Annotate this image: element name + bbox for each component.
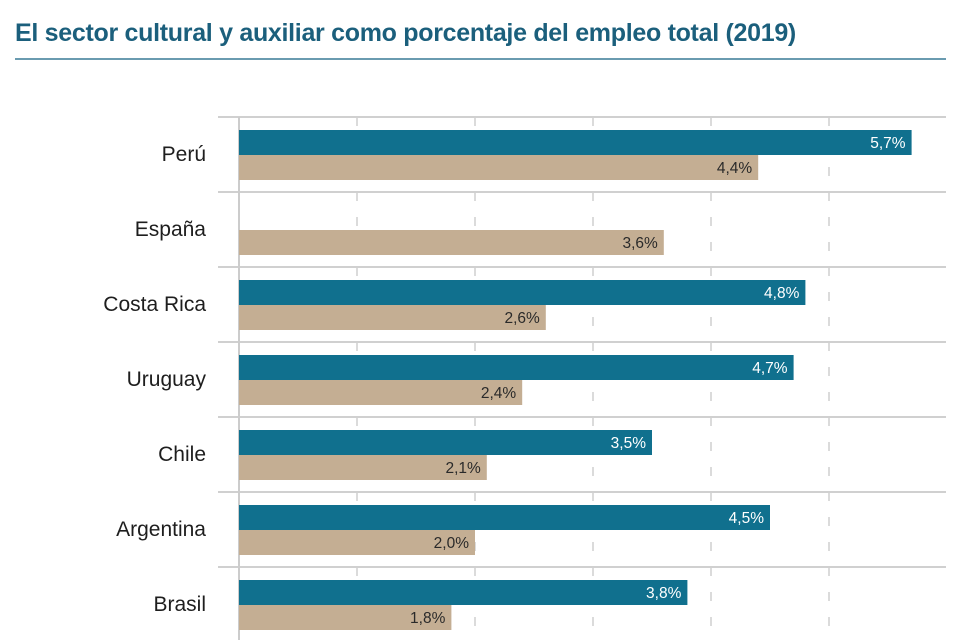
bar-series1 — [239, 430, 652, 455]
data-label: 3,6% — [622, 235, 658, 252]
data-label: 3,8% — [646, 585, 682, 602]
bar-series2 — [239, 155, 759, 180]
bar-series2 — [239, 230, 664, 255]
data-label: 4,8% — [764, 285, 800, 302]
category-label: Argentina — [116, 518, 206, 541]
data-label: 2,0% — [434, 535, 470, 552]
labels-layer: Perú 5,7% 4,4% España 3,6% Costa Rica 4,8% 2,6%… — [103, 135, 906, 627]
category-label: España — [135, 218, 207, 241]
data-label: 2,6% — [504, 310, 540, 327]
category-label: Chile — [158, 443, 206, 466]
bar-series2 — [239, 305, 546, 330]
data-label: 4,7% — [752, 360, 788, 377]
bar-series2 — [239, 605, 452, 630]
category-label: Costa Rica — [103, 293, 206, 316]
category-label: Perú — [162, 143, 206, 166]
data-label: 3,5% — [611, 435, 647, 452]
bar-series1 — [239, 580, 688, 605]
data-label: 2,4% — [481, 385, 517, 402]
bar-series2 — [239, 380, 523, 405]
bar-series2 — [239, 530, 475, 555]
title-underline — [15, 58, 946, 60]
data-label: 4,5% — [729, 510, 765, 527]
bar-series2 — [239, 455, 487, 480]
data-label: 5,7% — [870, 135, 906, 152]
data-label: 2,1% — [445, 460, 481, 477]
category-label: Brasil — [153, 593, 206, 616]
data-label: 4,4% — [717, 160, 753, 177]
bar-series1 — [239, 130, 912, 155]
data-label: 1,8% — [410, 610, 446, 627]
bars-layer — [239, 130, 912, 630]
bar-series1 — [239, 280, 806, 305]
bar-series1 — [239, 355, 794, 380]
bar-series1 — [239, 505, 770, 530]
chart-title: El sector cultural y auxiliar como porce… — [15, 19, 796, 47]
category-label: Uruguay — [127, 368, 207, 391]
